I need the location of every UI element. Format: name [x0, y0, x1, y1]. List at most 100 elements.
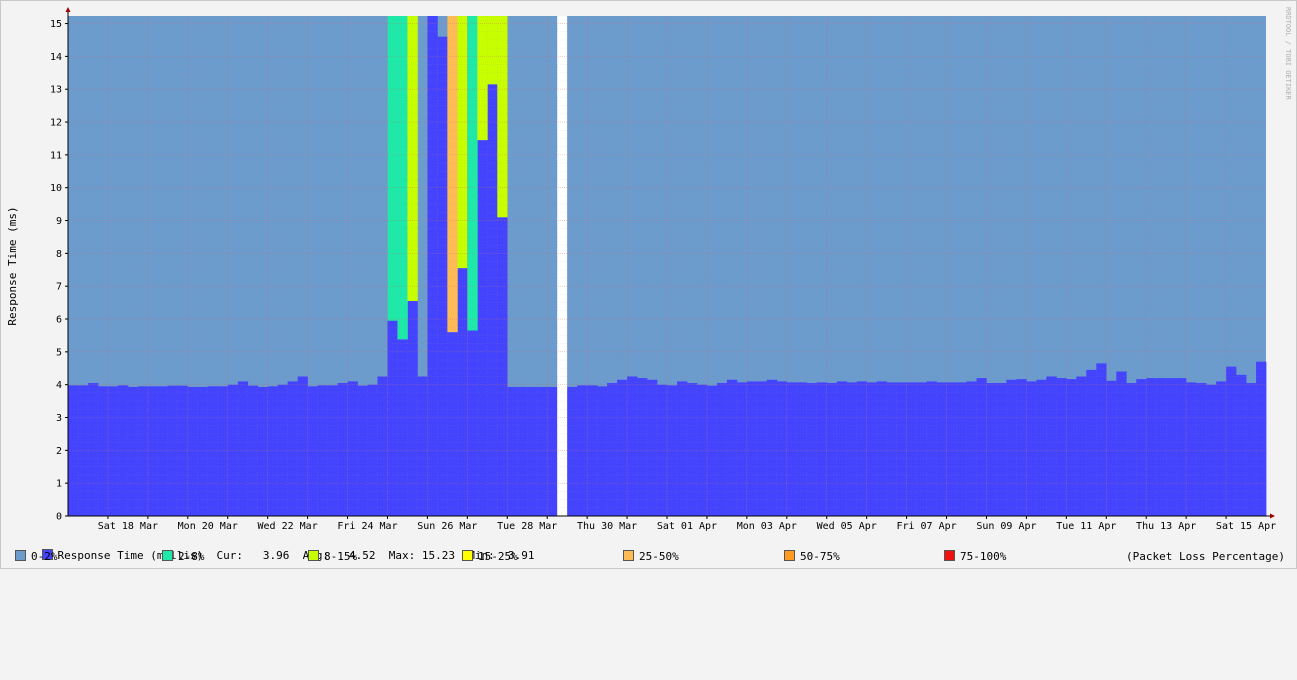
- legend-loss-15-25: 15-25%: [462, 550, 518, 563]
- response-bar: [377, 376, 388, 516]
- response-bar: [207, 386, 219, 516]
- response-bar: [856, 381, 868, 516]
- response-bar: [447, 332, 458, 516]
- response-bar: [107, 386, 119, 516]
- response-bar: [247, 385, 259, 516]
- response-bar: [816, 382, 828, 516]
- x-tick-label: Sat 18 Mar: [98, 521, 158, 532]
- response-bar: [956, 382, 967, 516]
- legend-min-value: 3.91: [507, 549, 535, 562]
- response-bar: [686, 383, 698, 516]
- legend-loss-label: 8-15%: [324, 550, 358, 563]
- x-tick-label: Fri 07 Apr: [896, 521, 956, 532]
- legend-cur-label: Cur:: [216, 549, 243, 562]
- rrdtool-watermark: RRDTOOL / TOBI OETIKER: [1284, 7, 1292, 101]
- response-bar: [417, 376, 428, 516]
- response-bar: [457, 268, 468, 516]
- legend-max-label: Max:: [388, 549, 416, 562]
- response-bar: [637, 378, 648, 516]
- response-bar: [667, 385, 678, 516]
- x-tick-label: Thu 30 Mar: [577, 521, 637, 532]
- response-bar: [297, 376, 308, 516]
- response-bar: [986, 383, 997, 516]
- loss-overlay-bar: [447, 16, 458, 333]
- response-bar: [537, 386, 548, 516]
- y-tick-label: 1: [56, 479, 62, 490]
- response-bar: [327, 385, 338, 516]
- response-bar: [467, 330, 478, 516]
- response-bar: [267, 386, 279, 516]
- y-axis-arrow: [65, 7, 71, 12]
- loss-overlay-bar: [497, 16, 508, 218]
- response-bar: [976, 378, 987, 516]
- response-bar: [1236, 374, 1247, 516]
- legend-loss-label: 2-8%: [178, 550, 205, 563]
- y-axis-title: Response Time (ms): [6, 206, 19, 325]
- response-bar: [357, 385, 368, 516]
- response-bar: [1186, 382, 1197, 516]
- response-bar: [217, 386, 229, 516]
- response-bar: [916, 382, 927, 516]
- response-bar: [117, 385, 129, 516]
- x-tick-label: Mon 20 Mar: [178, 521, 238, 532]
- response-bar: [347, 381, 358, 516]
- response-bar: [97, 386, 109, 516]
- response-bar: [337, 383, 348, 516]
- response-bar: [387, 320, 398, 516]
- x-tick-label: Sat 01 Apr: [657, 521, 717, 532]
- response-bar: [846, 382, 858, 516]
- response-bar: [1026, 381, 1037, 516]
- response-bar: [577, 385, 588, 516]
- response-bar: [437, 36, 448, 517]
- response-bar: [307, 386, 318, 516]
- response-bar: [766, 379, 778, 516]
- response-bar: [177, 385, 189, 516]
- response-bar: [706, 385, 718, 516]
- response-bar: [806, 383, 818, 516]
- y-tick-label: 4: [56, 380, 62, 391]
- legend-avg-value: 4.52: [348, 549, 376, 562]
- response-bar: [617, 379, 628, 516]
- response-bar: [1006, 379, 1017, 516]
- y-tick-label: 9: [56, 216, 62, 227]
- legend-loss-50-75: 50-75%: [784, 550, 840, 563]
- legend-loss-swatch: [308, 550, 319, 561]
- response-bar: [1066, 379, 1077, 516]
- response-bar: [517, 386, 528, 516]
- response-bar: [147, 386, 159, 516]
- response-bar: [676, 381, 688, 516]
- response-bar: [1086, 369, 1097, 516]
- response-bar: [197, 386, 209, 516]
- response-bar: [1116, 371, 1127, 516]
- response-bar: [237, 381, 249, 516]
- legend-loss-0-2: 0-2%: [15, 550, 58, 563]
- response-bar: [1216, 381, 1227, 516]
- response-bar: [68, 385, 79, 516]
- response-bar: [1206, 384, 1217, 516]
- loss-overlay-bar: [397, 16, 408, 340]
- y-tick-label: 5: [56, 347, 62, 358]
- response-bar: [257, 386, 269, 516]
- response-bar: [896, 382, 907, 516]
- response-bar: [1036, 379, 1047, 516]
- y-tick-label: 15: [50, 19, 62, 30]
- chart-frame: 0 1 2 3 4 5 6 7 8 9 10 11 12 13 14 15 Sat 18 Mar Mon 20 M…: [0, 0, 1297, 569]
- response-bar: [157, 386, 169, 516]
- loss-overlay-bar: [487, 16, 498, 85]
- data-gap: [557, 16, 568, 516]
- x-tick-label: Wed 05 Apr: [817, 521, 877, 532]
- response-bar: [796, 382, 808, 516]
- response-bar: [776, 381, 788, 516]
- response-bar: [427, 16, 438, 516]
- response-bar: [736, 382, 748, 516]
- x-tick-label: Thu 13 Apr: [1136, 521, 1196, 532]
- x-tick-label: Wed 22 Mar: [258, 521, 318, 532]
- legend-loss-row: 0-2% 2-8% 8-15% 15-25% 25-50% 50-75% 75-…: [15, 550, 1285, 563]
- legend-loss-swatch: [15, 550, 26, 561]
- response-bar: [167, 385, 179, 516]
- y-tick-label: 2: [56, 446, 62, 457]
- response-bar: [1176, 378, 1187, 516]
- legend-loss-2-8: 2-8%: [162, 550, 205, 563]
- x-tick-label: Fri 24 Mar: [337, 521, 397, 532]
- response-bar: [936, 382, 947, 516]
